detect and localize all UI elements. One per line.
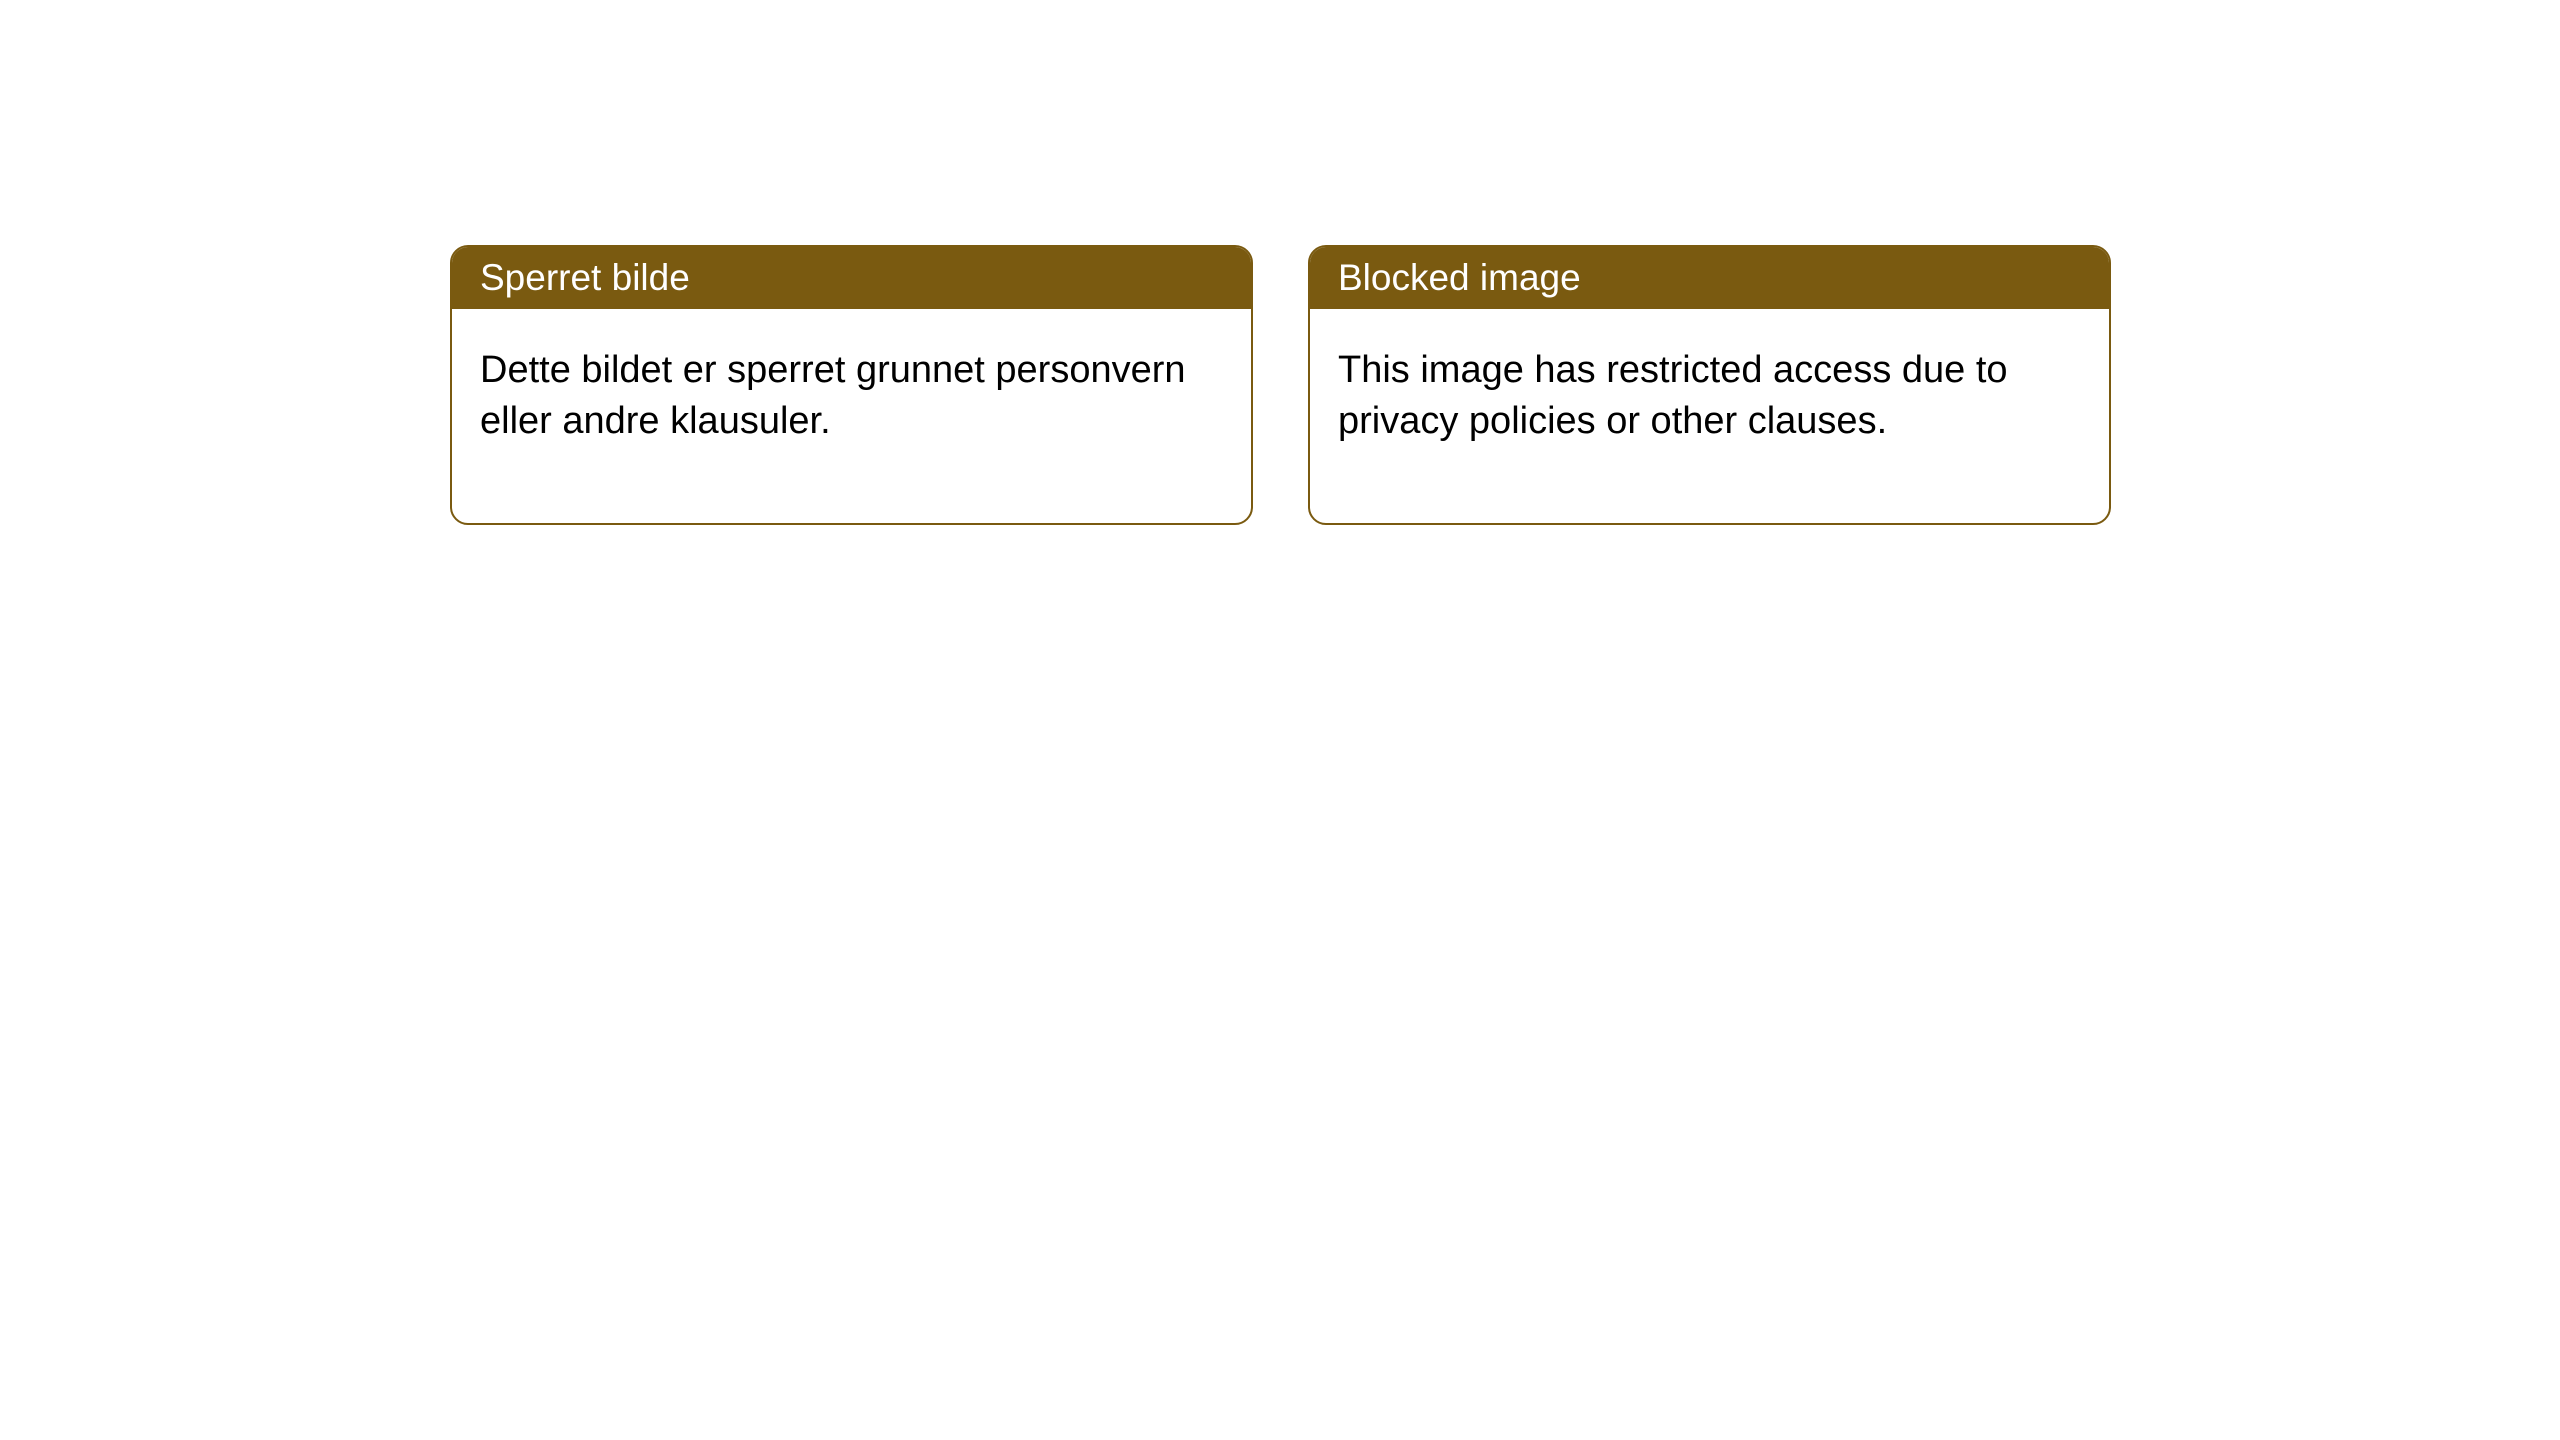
cards-container: Sperret bilde Dette bildet er sperret gr…: [450, 245, 2111, 525]
card-body-no: Dette bildet er sperret grunnet personve…: [452, 309, 1251, 523]
blocked-image-card-no: Sperret bilde Dette bildet er sperret gr…: [450, 245, 1253, 525]
card-body-en: This image has restricted access due to …: [1310, 309, 2109, 523]
blocked-image-card-en: Blocked image This image has restricted …: [1308, 245, 2111, 525]
card-title-en: Blocked image: [1310, 247, 2109, 309]
card-title-no: Sperret bilde: [452, 247, 1251, 309]
